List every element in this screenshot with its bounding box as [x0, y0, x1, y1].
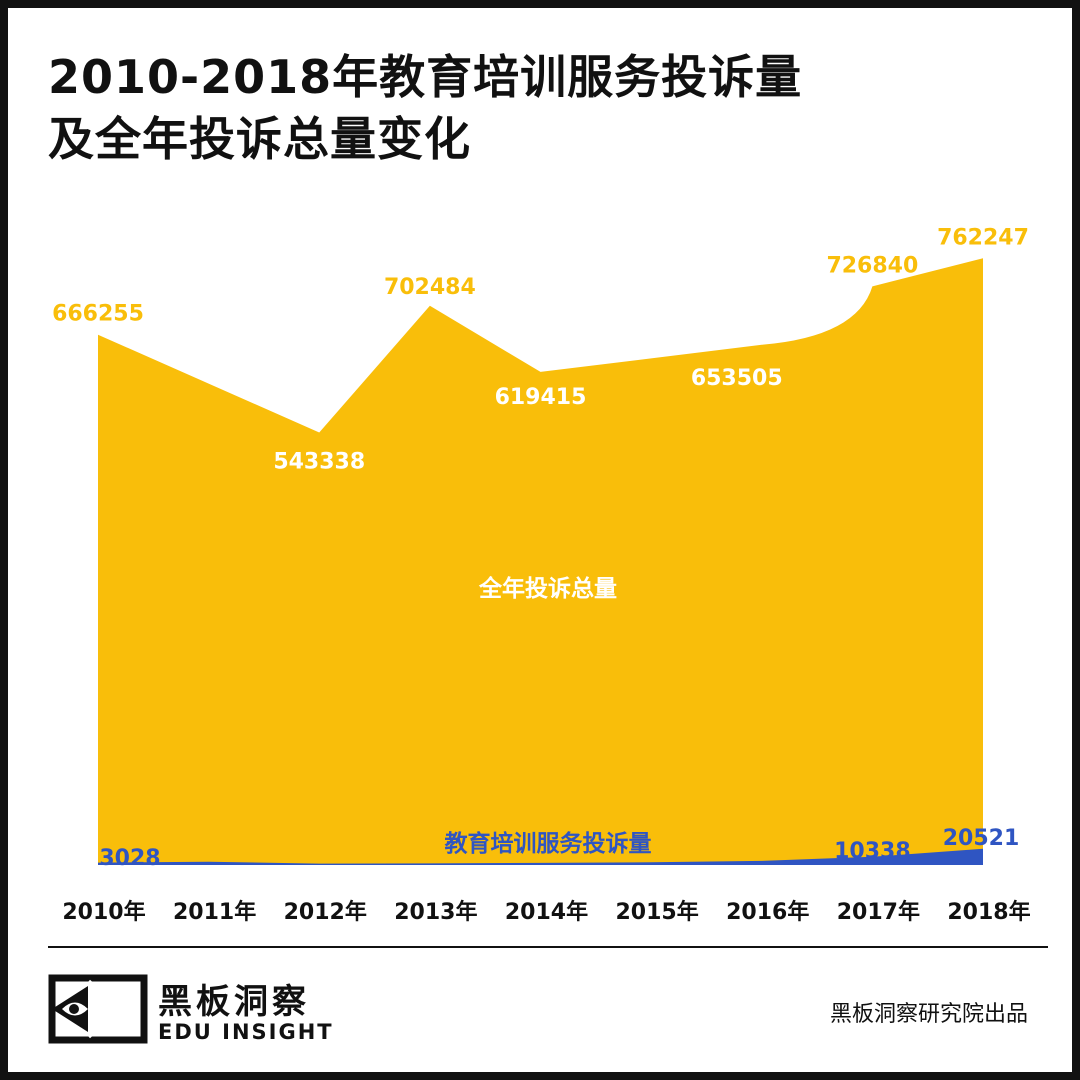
- total-complaints-area: [98, 258, 983, 865]
- education-complaints-area: [98, 848, 983, 865]
- footer-divider: [48, 946, 1048, 948]
- x-axis-tick-label: 2017年: [837, 899, 920, 925]
- x-axis-tick-label: 2011年: [173, 899, 256, 925]
- total-series-label: 全年投诉总量: [478, 575, 617, 602]
- area-chart: 666255 543338 702484 619415 653505 726840 7622…: [52, 225, 1031, 925]
- title-line-1: 2010-2018年教育培训服务投诉量: [48, 50, 803, 104]
- total-data-label: 762247: [937, 225, 1029, 250]
- x-axis-tick-label: 2012年: [284, 899, 367, 925]
- publisher-credit: 黑板洞察研究院出品: [829, 1002, 1028, 1027]
- x-axis-tick-label: 2018年: [947, 899, 1030, 925]
- education-series-label: 教育培训服务投诉量: [445, 830, 652, 857]
- logo-chinese-name: 黑板洞察: [158, 982, 310, 1022]
- edu-insight-logo-icon: [48, 974, 148, 1044]
- total-data-label: 543338: [273, 450, 365, 475]
- education-data-label: 20521: [943, 826, 1020, 851]
- x-axis-tick-label: 2014年: [505, 899, 588, 925]
- total-data-label: 726840: [826, 253, 918, 278]
- title-line-2: 及全年投诉总量变化: [48, 112, 471, 166]
- total-data-label: 619415: [495, 385, 587, 410]
- logo-english-name: EDU INSIGHT: [158, 1020, 334, 1044]
- chart-title: 2010-2018年教育培训服务投诉量 及全年投诉总量变化: [48, 46, 802, 170]
- x-axis-tick-label: 2015年: [616, 899, 699, 925]
- education-data-label: 10338: [834, 839, 911, 864]
- education-data-label: 3028: [99, 846, 160, 871]
- total-data-label: 702484: [384, 275, 476, 300]
- total-data-label: 666255: [52, 302, 144, 327]
- x-axis-tick-label: 2013年: [394, 899, 477, 925]
- total-data-label: 653505: [691, 366, 783, 391]
- x-axis-tick-label: 2010年: [62, 899, 145, 925]
- x-axis-tick-label: 2016年: [726, 899, 809, 925]
